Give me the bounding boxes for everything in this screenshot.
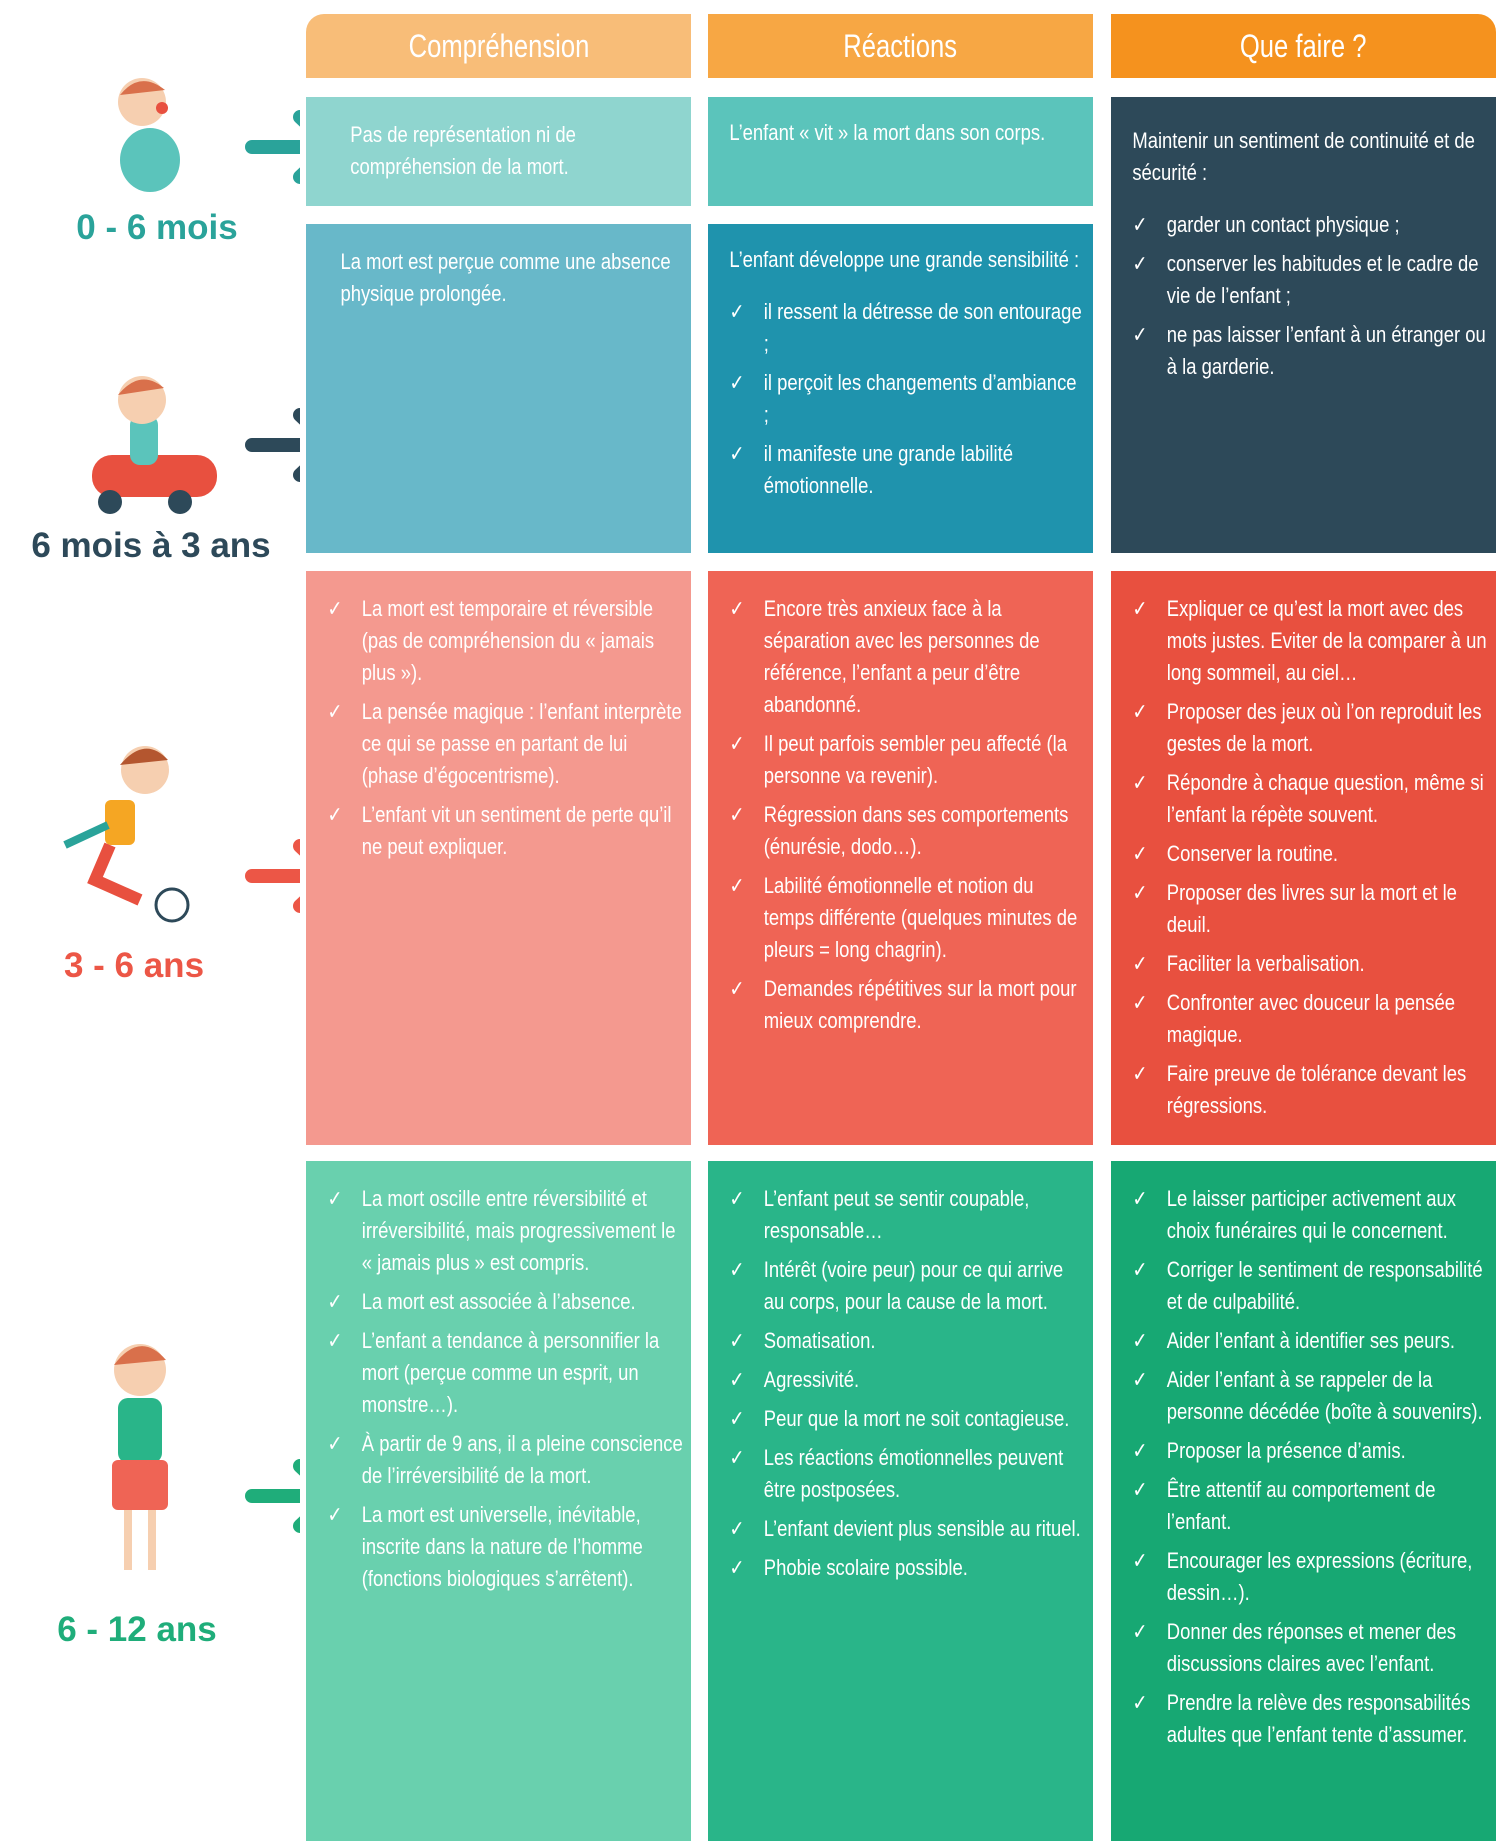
cell: Encore très anxieux face à la séparation…: [708, 571, 1093, 1145]
list-item: Être attentif au comportement de l’enfan…: [1111, 1474, 1488, 1538]
cell: Le laisser participer activement aux cho…: [1111, 1161, 1496, 1841]
list-item: Faire preuve de tolérance devant les rég…: [1111, 1058, 1488, 1122]
cell-content: Maintenir un sentiment de continuité et …: [1111, 125, 1488, 383]
cell: Pas de représentation ni de compréhensio…: [306, 97, 691, 206]
list-item: Proposer la présence d’amis.: [1111, 1435, 1488, 1467]
cell-content: L’enfant peut se sentir coupable, respon…: [708, 1183, 1085, 1584]
list-item: Somatisation.: [708, 1325, 1085, 1357]
cell-content: Expliquer ce qu’est la mort avec des mot…: [1111, 593, 1488, 1122]
list-item: Faciliter la verbalisation.: [1111, 948, 1488, 980]
cell-content: La mort oscille entre réversibilité et i…: [306, 1183, 683, 1595]
list-item: Prendre la relève des responsabilités ad…: [1111, 1687, 1488, 1751]
list-item: L’enfant vit un sentiment de perte qu’il…: [306, 799, 683, 863]
cell-text: Maintenir un sentiment de continuité et …: [1132, 128, 1475, 185]
list-item: La mort est universelle, inévitable, ins…: [306, 1499, 683, 1595]
cell: La mort oscille entre réversibilité et i…: [306, 1161, 691, 1841]
column-header: Compréhension: [306, 14, 691, 78]
cell-content: La mort est temporaire et réversible (pa…: [306, 593, 683, 863]
list-item: Aider l’enfant à se rappeler de la perso…: [1111, 1364, 1488, 1428]
list-item: Conserver la routine.: [1111, 838, 1488, 870]
header-text: Que faire ?: [1240, 27, 1367, 64]
cell: L’enfant développe une grande sensibilit…: [708, 224, 1093, 553]
list-item: Corriger le sentiment de responsabilité …: [1111, 1254, 1488, 1318]
list-item: La mort oscille entre réversibilité et i…: [306, 1183, 683, 1279]
list-item: Phobie scolaire possible.: [708, 1552, 1085, 1584]
cell-content: Le laisser participer activement aux cho…: [1111, 1183, 1488, 1751]
cell: L’enfant peut se sentir coupable, respon…: [708, 1161, 1093, 1841]
cell-text: La mort est perçue comme une absence phy…: [340, 249, 671, 306]
list-item: Donner des réponses et mener des discuss…: [1111, 1616, 1488, 1680]
column-header: Réactions: [708, 14, 1093, 78]
list-item: Les réactions émotionnelles peuvent être…: [708, 1442, 1085, 1506]
list-item: Confronter avec douceur la pensée magiqu…: [1111, 987, 1488, 1051]
illustrations: [63, 78, 300, 1570]
list-item: Encore très anxieux face à la séparation…: [708, 593, 1085, 721]
list-item: Labilité émotionnelle et notion du temps…: [708, 870, 1085, 966]
list-item: Aider l’enfant à identifier ses peurs.: [1111, 1325, 1488, 1357]
list-item: Le laisser participer activement aux cho…: [1111, 1183, 1488, 1247]
list-item: À partir de 9 ans, il a pleine conscienc…: [306, 1428, 683, 1492]
header-text: Compréhension: [408, 27, 589, 64]
cell-content: La mort est perçue comme une absence phy…: [306, 246, 683, 310]
cell-text: Pas de représentation ni de compréhensio…: [350, 122, 576, 179]
list-item: L’enfant devient plus sensible au rituel…: [708, 1513, 1085, 1545]
list-item: La mort est temporaire et réversible (pa…: [306, 593, 683, 689]
cell-content: L’enfant développe une grande sensibilit…: [708, 244, 1085, 502]
list-item: Agressivité.: [708, 1364, 1085, 1396]
list-item: L’enfant a tendance à personnifier la mo…: [306, 1325, 683, 1421]
age-label: 3 - 6 ans: [63, 946, 205, 985]
cell-text: L’enfant « vit » la mort dans son corps.: [729, 120, 1046, 145]
age-label: 6 - 12 ans: [57, 1610, 217, 1649]
list-item: Il peut parfois sembler peu affecté (la …: [708, 728, 1085, 792]
child-ball: [63, 746, 190, 923]
cell-content: Pas de représentation ni de compréhensio…: [306, 119, 683, 183]
age-label: 0 - 6 mois: [76, 208, 238, 247]
header-text: Réactions: [843, 27, 958, 64]
arrow: [245, 110, 300, 1533]
list-item: Encourager les expressions (écriture, de…: [1111, 1545, 1488, 1609]
cell-content: Encore très anxieux face à la séparation…: [708, 593, 1085, 1037]
list-item: Expliquer ce qu’est la mort avec des mot…: [1111, 593, 1488, 689]
list-item: il perçoit les changements d’ambiance ;: [708, 367, 1085, 431]
list-item: il ressent la détresse de son entourage …: [708, 296, 1085, 360]
child-car: [92, 376, 217, 514]
cell: Maintenir un sentiment de continuité et …: [1111, 97, 1496, 553]
list-item: ne pas laisser l’enfant à un étranger ou…: [1111, 319, 1488, 383]
list-item: Régression dans ses comportements (énuré…: [708, 799, 1085, 863]
list-item: Intérêt (voire peur) pour ce qui arrive …: [708, 1254, 1085, 1318]
cell: La mort est perçue comme une absence phy…: [306, 224, 691, 553]
child-standing: [112, 1344, 168, 1570]
cell-text: L’enfant développe une grande sensibilit…: [729, 247, 1080, 272]
list-item: conserver les habitudes et le cadre de v…: [1111, 248, 1488, 312]
list-item: garder un contact physique ;: [1111, 209, 1488, 241]
cell: Expliquer ce qu’est la mort avec des mot…: [1111, 571, 1496, 1145]
column-header: Que faire ?: [1111, 14, 1496, 78]
list-item: La pensée magique : l’enfant interprète …: [306, 696, 683, 792]
baby: [118, 78, 180, 192]
list-item: Proposer des jeux où l’on reproduit les …: [1111, 696, 1488, 760]
list-item: La mort est associée à l’absence.: [306, 1286, 683, 1318]
list-item: L’enfant peut se sentir coupable, respon…: [708, 1183, 1085, 1247]
cell-content: L’enfant « vit » la mort dans son corps.: [708, 117, 1085, 149]
cell: La mort est temporaire et réversible (pa…: [306, 571, 691, 1145]
list-item: Proposer des livres sur la mort et le de…: [1111, 877, 1488, 941]
age-label: 6 mois à 3 ans: [31, 526, 271, 565]
list-item: il manifeste une grande labilité émotion…: [708, 438, 1085, 502]
cell: L’enfant « vit » la mort dans son corps.: [708, 97, 1093, 206]
list-item: Demandes répétitives sur la mort pour mi…: [708, 973, 1085, 1037]
list-item: Répondre à chaque question, même si l’en…: [1111, 767, 1488, 831]
list-item: Peur que la mort ne soit contagieuse.: [708, 1403, 1085, 1435]
